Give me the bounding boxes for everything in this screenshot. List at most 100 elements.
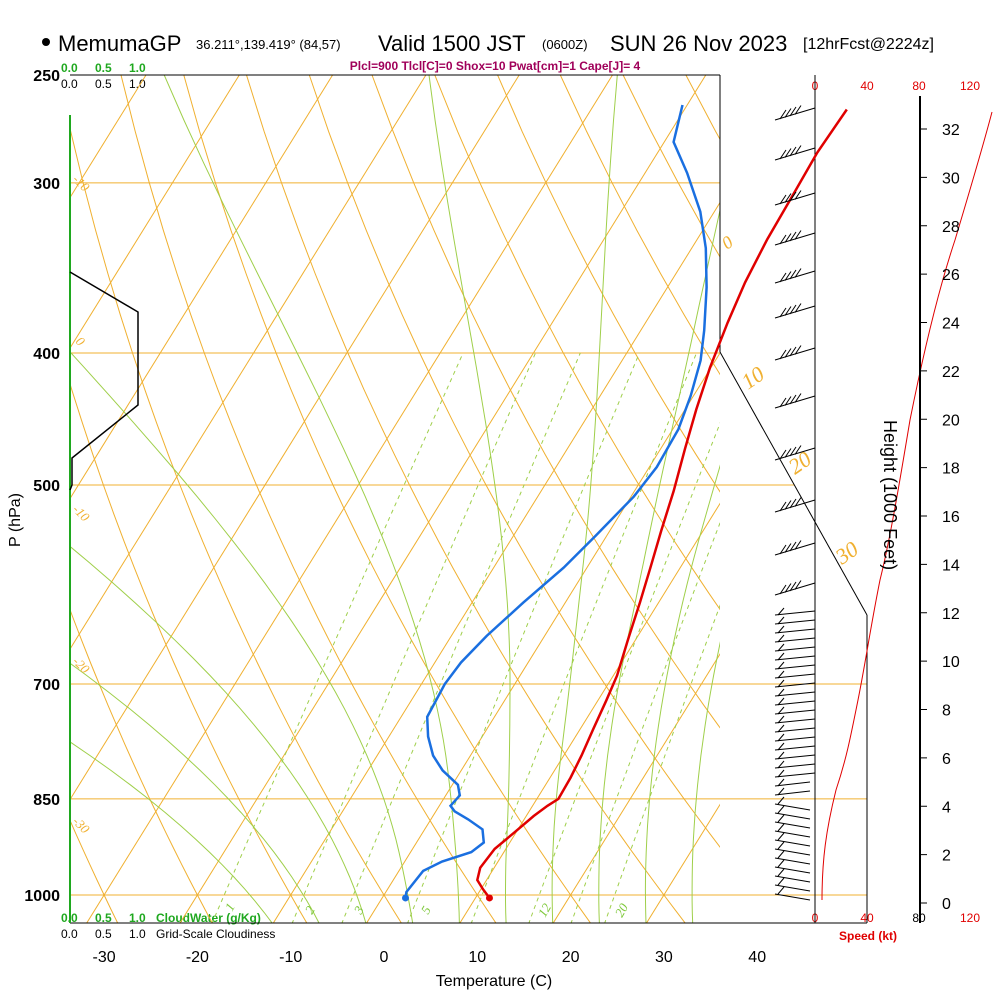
dry-adiabat xyxy=(183,75,592,923)
cloud-water-tick: 0.5 xyxy=(95,61,112,75)
wind-barb xyxy=(774,661,816,670)
valid-utc: (0600Z) xyxy=(542,37,588,52)
cloudiness-tick: 0.5 xyxy=(95,77,112,91)
pressure-tick-label: 300 xyxy=(33,176,60,193)
dry-adiabat xyxy=(434,75,720,611)
isotherm-line xyxy=(552,653,720,923)
mixing-ratio-label: 12 xyxy=(535,900,555,919)
height-tick-label: 30 xyxy=(942,170,960,187)
wind-barb xyxy=(774,643,816,652)
forecast-info: [12hrFcst@2224z] xyxy=(803,36,934,53)
cloudiness-profile xyxy=(69,271,139,491)
mixing-ratio-label: 3 xyxy=(350,903,367,917)
wind-barb xyxy=(774,445,816,461)
isotherm-label: 10 xyxy=(737,361,769,394)
cloud-scale-top: 0.0 0.5 1.0 0.0 0.5 1.0 xyxy=(61,61,146,91)
wind-barb xyxy=(774,625,816,634)
dry-adiabat xyxy=(70,382,308,923)
isotherm-line xyxy=(70,75,240,350)
dry-adiabat xyxy=(559,75,720,376)
cloudiness-legend: Grid-Scale Cloudiness xyxy=(156,927,275,941)
mixing-ratio-line xyxy=(341,352,581,923)
wind-barb xyxy=(774,303,816,319)
wind-barb xyxy=(774,742,816,751)
dewpoint-line xyxy=(404,104,708,899)
wind-barb xyxy=(774,850,811,865)
wind-barb xyxy=(774,345,816,361)
temperature-line xyxy=(475,108,848,899)
wind-barb xyxy=(774,796,811,811)
mixing-ratio-line xyxy=(570,521,720,923)
dry-adiabat xyxy=(70,125,402,923)
moist-adiabat xyxy=(644,464,720,923)
height-tick-label: 10 xyxy=(942,654,960,671)
surface-temperature-point xyxy=(485,894,493,902)
cloudiness-tick: 1.0 xyxy=(129,927,146,941)
cloudiness-tick: 0.5 xyxy=(95,927,112,941)
height-tick-label: 32 xyxy=(942,122,960,139)
moist-adiabat xyxy=(163,75,460,923)
dry-adiabat xyxy=(685,75,720,141)
wind-barb xyxy=(774,268,816,284)
moist-adiabat xyxy=(70,741,273,923)
dry-adiabat xyxy=(371,75,720,729)
wind-barb xyxy=(774,868,811,883)
cloud-water-legend: CloudWater (g/Kg) xyxy=(156,911,261,925)
height-tick-label: 0 xyxy=(942,896,951,913)
pressure-axis-labels: 250 300 400 500 700 850 1000 xyxy=(24,68,60,905)
cloud-water-tick: 0.5 xyxy=(95,911,112,925)
location-dot-icon xyxy=(42,38,50,46)
dry-adiabat xyxy=(70,608,213,923)
height-tick-label: 20 xyxy=(942,412,960,429)
isotherm-grid xyxy=(70,75,1000,924)
isotherm-line xyxy=(272,201,720,923)
height-tick-label: 4 xyxy=(942,799,951,816)
wind-barb xyxy=(774,751,816,760)
wind-barb xyxy=(774,670,816,679)
moist-adiabat xyxy=(691,641,720,923)
cloud-water-tick: 0.0 xyxy=(61,61,78,75)
temperature-axis-ticks: -30 -20 -10 0 10 20 30 40 xyxy=(93,949,767,966)
wind-barb xyxy=(774,733,816,742)
plot-diagonal-border xyxy=(719,351,868,616)
wind-barb xyxy=(774,859,811,874)
wind-barb xyxy=(774,832,811,847)
speed-tick: 120 xyxy=(960,911,980,925)
temperature-tick-label: 0 xyxy=(380,949,389,966)
pressure-tick-label: 850 xyxy=(33,792,60,809)
wind-barb xyxy=(774,841,811,856)
wind-barb xyxy=(774,769,816,778)
wind-barb xyxy=(774,814,811,829)
isotherm-label: 0 xyxy=(73,334,89,350)
wind-barb xyxy=(774,634,816,643)
pressure-tick-label: 500 xyxy=(33,478,60,495)
wind-barb xyxy=(774,497,816,513)
wind-barbs xyxy=(774,105,816,901)
pressure-tick-label: 1000 xyxy=(24,888,60,905)
wind-barb xyxy=(774,393,816,409)
model-name: MemumaGP xyxy=(58,31,181,56)
pressure-axis-label: P (hPa) xyxy=(7,493,24,547)
mixing-ratio-line xyxy=(604,604,720,923)
isotherm-line xyxy=(179,75,707,923)
height-tick-label: 16 xyxy=(942,509,960,526)
isotherm-labels: -10 0 10 20 30 -10 -20 -30 0 xyxy=(70,172,863,837)
moist-adiabat xyxy=(70,662,320,923)
wind-barb xyxy=(774,886,811,901)
sounding-parameters: Plcl=900 Tlcl[C]=0 Shox=10 Pwat[cm]=1 Ca… xyxy=(350,59,641,73)
height-curve xyxy=(821,111,993,901)
wind-barb xyxy=(774,230,816,246)
temperature-tick-label: -10 xyxy=(279,949,302,966)
cloudiness-tick: 0.0 xyxy=(61,77,78,91)
temperature-tick-label: 40 xyxy=(748,949,766,966)
moist-adiabat xyxy=(70,545,367,923)
isotherm-label: -10 xyxy=(70,502,93,525)
isotherm-line xyxy=(366,352,720,923)
temperature-tick-label: 20 xyxy=(562,949,580,966)
isotherm-line xyxy=(70,75,427,650)
moist-adiabat xyxy=(428,75,511,923)
dry-adiabat xyxy=(937,75,1000,924)
mixing-ratio-line xyxy=(291,352,536,923)
